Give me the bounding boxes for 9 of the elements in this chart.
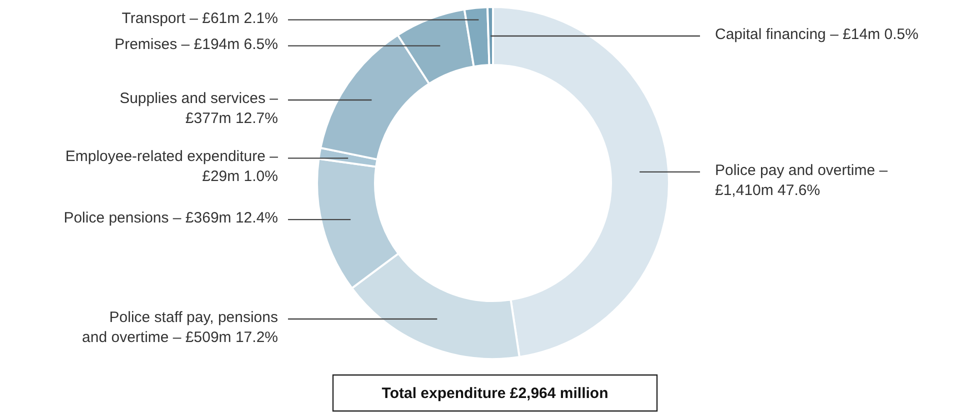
slice-label: Premises – £194m 6.5% (114, 36, 278, 53)
slice-label: Capital financing – £14m 0.5% (715, 26, 918, 44)
slice-label: Employee-related expenditure – £29m 1.0% (65, 148, 279, 186)
slice-label: Supplies and services – £377m 12.7% (120, 90, 279, 127)
slice-label: Police pay and overtime – £1,410m 47.6% (715, 162, 888, 199)
slice-label: Transport – £61m 2.1% (122, 10, 278, 27)
slice-label: Police pensions – £369m 12.4% (64, 210, 278, 227)
slice-label: Police staff pay, pensions and overtime – £509m 17.2% (82, 308, 278, 346)
text: Total expenditure £2,964 million (382, 385, 608, 402)
